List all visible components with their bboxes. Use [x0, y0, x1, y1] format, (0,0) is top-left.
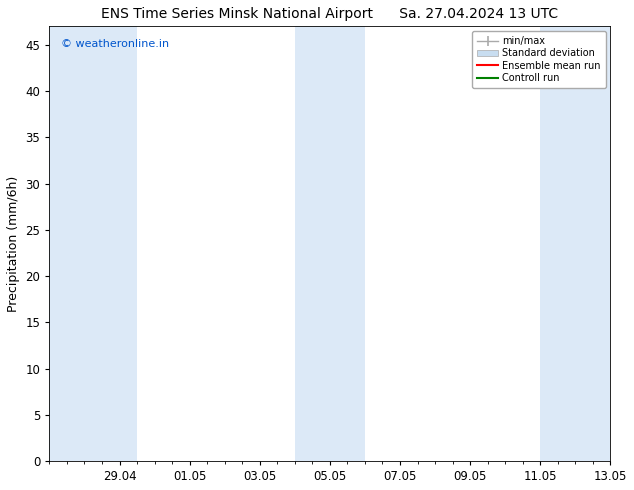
Bar	[102, 26, 137, 461]
Title: ENS Time Series Minsk National Airport      Sa. 27.04.2024 13 UTC: ENS Time Series Minsk National Airport S…	[101, 7, 559, 21]
Text: © weatheronline.in: © weatheronline.in	[61, 39, 169, 49]
Legend: min/max, Standard deviation, Ensemble mean run, Controll run: min/max, Standard deviation, Ensemble me…	[472, 31, 605, 88]
Bar	[295, 26, 330, 461]
Bar	[49, 26, 102, 461]
Bar	[540, 26, 575, 461]
Bar	[330, 26, 365, 461]
Y-axis label: Precipitation (mm/6h): Precipitation (mm/6h)	[7, 175, 20, 312]
Bar	[575, 26, 611, 461]
